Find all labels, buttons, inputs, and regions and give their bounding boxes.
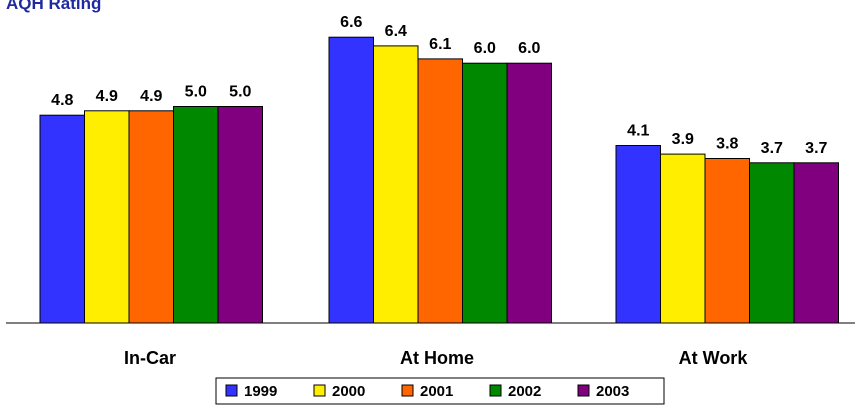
chart-title: AQH Rating bbox=[6, 0, 101, 13]
legend-label-2002: 2002 bbox=[508, 383, 541, 400]
bar-2003-at-work bbox=[793, 162, 839, 324]
legend-label-2001: 2001 bbox=[420, 383, 453, 400]
legend-swatch-2000 bbox=[313, 384, 326, 397]
data-label: 3.7 bbox=[805, 140, 827, 157]
bar-2001-at-home bbox=[417, 58, 463, 324]
data-label: 6.6 bbox=[340, 14, 362, 31]
bar-2002-at-home bbox=[462, 62, 508, 324]
data-label: 6.0 bbox=[518, 40, 540, 57]
data-label: 6.4 bbox=[385, 23, 407, 40]
bar-2002-in-car bbox=[173, 106, 219, 324]
bars-group bbox=[39, 36, 839, 324]
data-label: 5.0 bbox=[229, 84, 251, 101]
bar-2002-at-work bbox=[749, 162, 795, 324]
legend-label-2000: 2000 bbox=[332, 383, 365, 400]
category-label: At Home bbox=[400, 348, 474, 368]
bar-2003-in-car bbox=[217, 106, 263, 324]
legend-swatch-2001 bbox=[401, 384, 414, 397]
legend: 1999 2000 2001 2002 2003 bbox=[215, 377, 665, 405]
bar-1999-in-car bbox=[39, 114, 85, 324]
bar-2000-in-car bbox=[84, 110, 130, 324]
category-label: At Work bbox=[679, 348, 749, 368]
data-label: 4.9 bbox=[140, 88, 162, 105]
data-label: 3.7 bbox=[761, 140, 783, 157]
data-labels-group: 4.8 6.6 4.1 4.9 6.4 3.9 4.9 6.1 3.8 5.0 6.0 3.7 5.0 6… bbox=[51, 14, 827, 157]
data-label: 4.1 bbox=[627, 123, 649, 140]
legend-label-2003: 2003 bbox=[596, 383, 629, 400]
data-label: 3.9 bbox=[672, 131, 694, 148]
data-label: 5.0 bbox=[185, 84, 207, 101]
bar-2000-at-home bbox=[373, 45, 419, 324]
data-label: 4.8 bbox=[51, 92, 73, 109]
legend-label-1999: 1999 bbox=[244, 383, 277, 400]
bar-2001-in-car bbox=[128, 110, 174, 324]
bar-1999-at-home bbox=[328, 36, 374, 324]
category-label: In-Car bbox=[124, 348, 176, 368]
bar-1999-at-work bbox=[615, 145, 661, 324]
data-label: 6.1 bbox=[429, 36, 451, 53]
data-label: 3.8 bbox=[716, 136, 738, 153]
legend-swatch-2003 bbox=[577, 384, 590, 397]
legend-swatch-1999 bbox=[225, 384, 238, 397]
bar-2001-at-work bbox=[704, 158, 750, 324]
bar-2003-at-home bbox=[506, 62, 552, 324]
data-label: 6.0 bbox=[474, 40, 496, 57]
bar-2000-at-work bbox=[660, 153, 706, 324]
data-label: 4.9 bbox=[96, 88, 118, 105]
legend-swatch-2002 bbox=[489, 384, 502, 397]
category-labels-group: In-Car At Home At Work bbox=[124, 348, 748, 368]
